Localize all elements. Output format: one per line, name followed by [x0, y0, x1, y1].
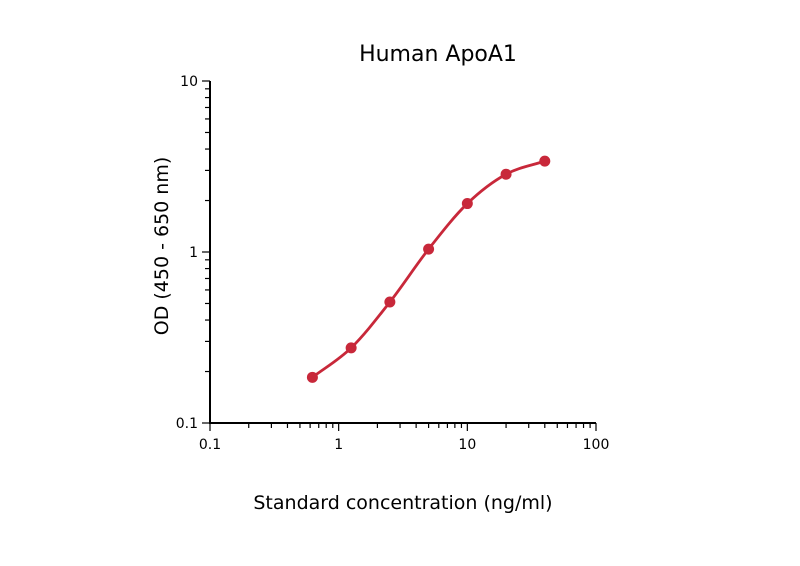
data-point [461, 198, 473, 210]
x-tick-label: 100 [583, 437, 610, 453]
y-tick-label: 1 [189, 245, 198, 261]
chart-title: Human ApoA1 [359, 42, 517, 67]
axes: 0.1 1 10 100 0.1 1 10 [176, 74, 610, 453]
y-tick-label: 10 [180, 74, 198, 90]
x-axis-label: Standard concentration (ng/ml) [253, 492, 552, 514]
data-point [500, 168, 512, 180]
data-point [306, 371, 318, 383]
y-tick-label: 0.1 [176, 416, 198, 432]
x-tick-label: 0.1 [199, 437, 221, 453]
data-point [423, 243, 435, 255]
y-axis-label: OD (450 - 650 nm) [151, 157, 173, 336]
plot-area [306, 155, 551, 383]
data-point [345, 342, 357, 354]
x-tick-label: 10 [458, 437, 476, 453]
data-point [539, 155, 551, 167]
data-point [384, 296, 396, 308]
x-tick-label: 1 [334, 437, 343, 453]
